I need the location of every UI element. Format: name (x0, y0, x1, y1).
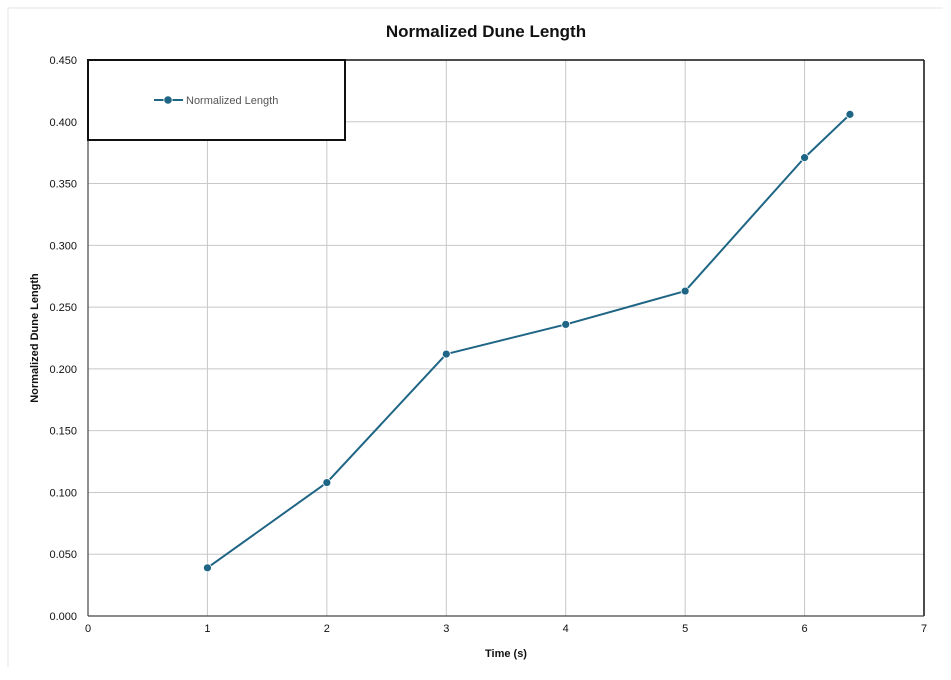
series-point (845, 109, 855, 119)
chart-title: Normalized Dune Length (386, 22, 586, 41)
series-point (203, 563, 212, 573)
series-point (441, 349, 451, 359)
y-tick-label: 0.050 (49, 549, 77, 561)
y-axis-label: Normalized Dune Length (29, 273, 41, 403)
x-axis-label: Time (s) (485, 648, 527, 660)
legend: Normalized Length (87, 59, 346, 141)
y-tick-label: 0.150 (49, 426, 77, 438)
y-tick-label: 0.250 (49, 302, 77, 314)
y-tick-label: 0.200 (49, 364, 77, 376)
x-tick-label: 5 (682, 623, 688, 635)
series-layer (203, 109, 855, 573)
legend-box (87, 59, 346, 141)
x-tick-label: 7 (921, 623, 927, 635)
x-tick-label: 0 (85, 623, 91, 635)
x-tick-label: 1 (204, 623, 210, 635)
y-tick-label: 0.450 (49, 55, 77, 67)
series-point (680, 286, 690, 296)
y-tick-label: 0.000 (49, 611, 77, 623)
y-tick-label: 0.100 (49, 487, 77, 499)
x-tick-label: 3 (443, 623, 449, 635)
legend-marker-icon (163, 95, 173, 105)
series-point (800, 153, 809, 163)
y-tick-label: 0.400 (49, 117, 77, 129)
x-tick-label: 4 (563, 623, 569, 635)
series-point (561, 320, 571, 329)
x-tick-label: 2 (324, 623, 330, 635)
legend-label: Normalized Length (186, 95, 278, 107)
y-tick-label: 0.350 (49, 179, 77, 191)
x-tick-label: 6 (802, 623, 808, 635)
y-tick-label: 0.300 (49, 240, 77, 252)
series-point (322, 478, 332, 487)
